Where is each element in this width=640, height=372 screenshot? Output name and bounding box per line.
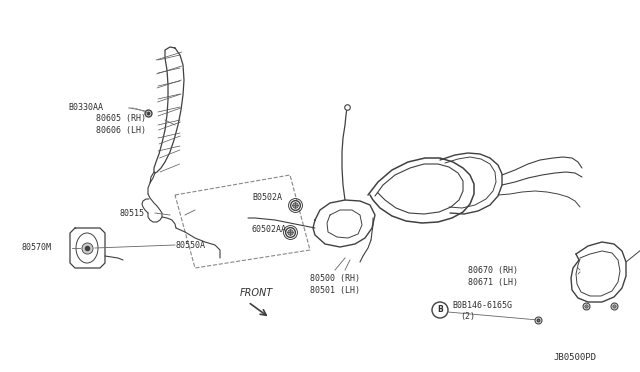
Text: 80500 (RH): 80500 (RH): [310, 273, 360, 282]
Text: 80550A: 80550A: [175, 241, 205, 250]
Text: 80671 (LH): 80671 (LH): [468, 278, 518, 286]
Text: B0330AA: B0330AA: [68, 103, 103, 112]
Text: 80515: 80515: [120, 208, 145, 218]
Text: 80606 (LH): 80606 (LH): [96, 125, 146, 135]
Text: 80501 (LH): 80501 (LH): [310, 285, 360, 295]
Text: 80570M: 80570M: [22, 244, 52, 253]
Text: B0502A: B0502A: [252, 193, 282, 202]
Text: FRONT: FRONT: [240, 288, 273, 298]
Text: 80605 (RH): 80605 (RH): [96, 113, 146, 122]
Text: 80670 (RH): 80670 (RH): [468, 266, 518, 275]
Text: JB0500PD: JB0500PD: [553, 353, 596, 362]
Text: B0B146-6165G: B0B146-6165G: [452, 301, 512, 310]
Text: (2): (2): [460, 312, 475, 321]
Text: B: B: [437, 305, 443, 314]
Text: 60502AA: 60502AA: [252, 225, 287, 234]
